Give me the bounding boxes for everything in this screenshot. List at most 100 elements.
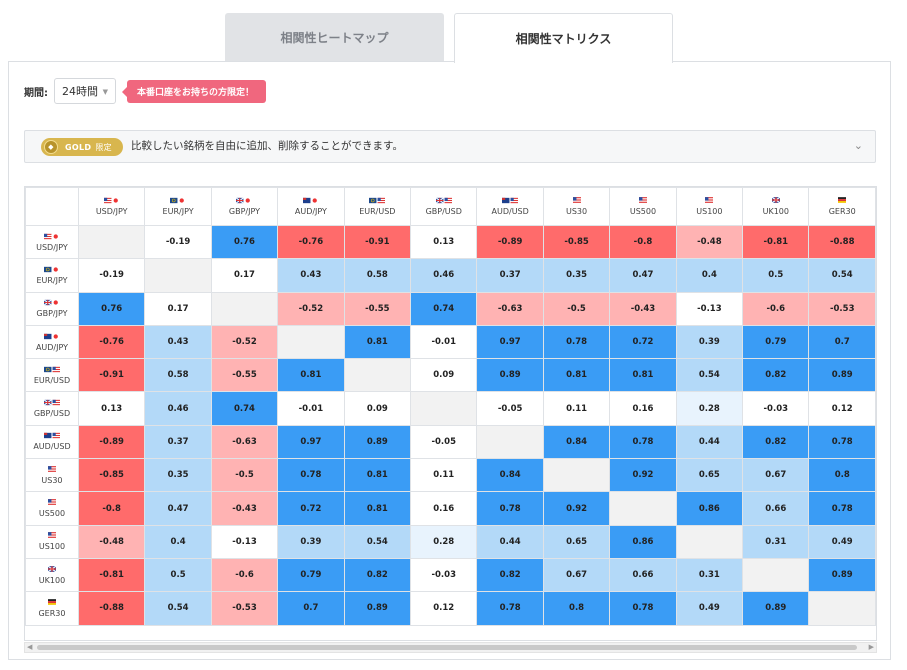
matrix-cell: 0.35 — [542, 258, 611, 293]
column-header: US30 — [542, 187, 611, 226]
matrix-cell: -0.76 — [277, 224, 345, 260]
row-header-label: EUR/JPY — [36, 275, 68, 285]
row-header-label: US30 — [41, 475, 63, 485]
matrix-cell: 0.7 — [808, 324, 876, 360]
matrix-cell: -0.43 — [210, 491, 279, 526]
matrix-cell: 0.7 — [277, 591, 345, 626]
flag-icon — [43, 333, 60, 341]
matrix-cell: 0.76 — [210, 224, 279, 260]
matrix-cell: 0.47 — [609, 258, 677, 293]
matrix-cell: -0.53 — [808, 291, 876, 326]
gold-coin-icon: ◆ — [44, 140, 58, 154]
matrix-cell: -0.19 — [77, 258, 146, 293]
matrix-cell: 0.82 — [343, 557, 412, 593]
table-row: US30 -0.85 0.35 -0.5 0.78 0.81 0.11 0.84 0.92 0.6… — [25, 458, 876, 493]
info-bar[interactable]: ◆ GOLD 限定 比較したい銘柄を自由に追加、削除することができます。 ⌄ — [24, 130, 876, 163]
tab-correlation-matrix[interactable]: 相関性マトリクス — [454, 13, 673, 63]
matrix-cell: -0.88 — [808, 224, 876, 260]
scroll-thumb[interactable] — [37, 645, 857, 650]
row-header: EUR/JPY — [25, 258, 79, 293]
column-header: GBP/JPY — [210, 187, 279, 226]
matrix-cell: 0.54 — [808, 258, 876, 293]
row-header-label: GER30 — [38, 608, 66, 618]
table-row: USD/JPY -0.19 0.76 -0.76 -0.91 0.13 -0.89 -0.85… — [25, 224, 876, 260]
matrix-cell: -0.5 — [210, 458, 279, 493]
matrix-cell: 0.46 — [144, 391, 212, 426]
flag-icon — [701, 197, 717, 205]
matrix-cell: -0.8 — [77, 491, 146, 526]
matrix-cell: 0.12 — [410, 591, 478, 626]
matrix-diagonal-cell — [77, 224, 146, 260]
matrix-cell: -0.6 — [742, 291, 810, 326]
matrix-cell: 0.54 — [144, 591, 212, 626]
row-header-label: GBP/USD — [33, 409, 71, 419]
matrix-diagonal-cell — [742, 557, 810, 593]
matrix-cell: 0.54 — [675, 358, 744, 393]
scroll-right-icon[interactable]: ▶ — [868, 643, 874, 651]
horizontal-scrollbar[interactable]: ◀ ▶ — [24, 642, 877, 653]
matrix-cell: 0.35 — [144, 458, 212, 493]
flag-icon — [834, 197, 850, 205]
table-row: US100 -0.48 0.4 -0.13 0.39 0.54 0.28 0.44 0.65 0.… — [25, 524, 876, 559]
flag-icon — [43, 299, 60, 307]
row-header-label: AUD/JPY — [35, 342, 69, 352]
matrix-cell: -0.13 — [675, 291, 744, 326]
period-label: 期間: — [24, 88, 48, 99]
flag-icon — [44, 532, 60, 540]
period-value: 24時間 — [62, 85, 98, 98]
row-header: UK100 — [25, 557, 79, 593]
matrix-cell: 0.09 — [343, 391, 412, 426]
row-header-label: EUR/USD — [33, 375, 71, 385]
period-select[interactable]: 24時間 ▼ — [54, 78, 116, 104]
scroll-left-icon[interactable]: ◀ — [27, 643, 33, 651]
matrix-cell: 0.97 — [476, 324, 544, 360]
flag-icon — [44, 599, 60, 607]
column-header-label: AUD/USD — [491, 207, 529, 216]
row-header: GBP/USD — [25, 391, 79, 426]
matrix-cell: 0.72 — [277, 491, 345, 526]
matrix-cell: 0.5 — [144, 557, 212, 593]
matrix-cell: 0.28 — [410, 524, 478, 559]
matrix-cell: 0.78 — [609, 591, 677, 626]
matrix-cell: 0.89 — [343, 591, 412, 626]
matrix-cell: 0.86 — [675, 491, 744, 526]
matrix-cell: 0.97 — [277, 424, 345, 460]
flag-icon — [43, 233, 60, 241]
matrix-cell: 0.66 — [609, 557, 677, 593]
gold-badge-suffix: 限定 — [95, 142, 112, 152]
matrix-cell: -0.03 — [410, 557, 478, 593]
matrix-cell: 0.39 — [277, 524, 345, 559]
matrix-cell: 0.84 — [476, 458, 544, 493]
gold-badge-label: GOLD — [65, 142, 92, 152]
matrix-cell: 0.78 — [609, 424, 677, 460]
matrix-cell: -0.5 — [542, 291, 611, 326]
matrix-cell: 0.13 — [410, 224, 478, 260]
column-header: AUD/USD — [476, 187, 544, 226]
row-header-label: AUD/USD — [33, 442, 71, 452]
matrix-cell: 0.47 — [144, 491, 212, 526]
matrix-cell: 0.43 — [144, 324, 212, 360]
row-header: US30 — [25, 458, 79, 493]
matrix-cell: -0.01 — [277, 391, 345, 426]
matrix-cell: 0.49 — [675, 591, 744, 626]
tab-correlation-heatmap[interactable]: 相関性ヒートマップ — [225, 13, 444, 62]
row-header: GBP/JPY — [25, 291, 79, 326]
matrix-diagonal-cell — [808, 591, 876, 626]
matrix-diagonal-cell — [144, 258, 212, 293]
matrix-cell: 0.5 — [742, 258, 810, 293]
matrix-cell: 0.89 — [808, 557, 876, 593]
matrix-cell: 0.84 — [542, 424, 611, 460]
matrix-diagonal-cell — [609, 491, 677, 526]
matrix-diagonal-cell — [210, 291, 279, 326]
matrix-cell: -0.91 — [343, 224, 412, 260]
column-header-label: EUR/USD — [359, 207, 396, 216]
matrix-cell: -0.48 — [77, 524, 146, 559]
matrix-cell: 0.78 — [542, 324, 611, 360]
matrix-cell: 0.74 — [410, 291, 478, 326]
matrix-cell: 0.13 — [77, 391, 146, 426]
correlation-matrix: USD/JPY EUR/JPY GBP/JPY AUD/JPY EUR/USD GBP/U… — [24, 186, 877, 641]
flag-icon — [43, 399, 60, 407]
chevron-down-icon[interactable]: ⌄ — [853, 139, 863, 152]
info-text: 比較したい銘柄を自由に追加、削除することができます。 — [131, 140, 403, 152]
matrix-cell: -0.76 — [77, 324, 146, 360]
